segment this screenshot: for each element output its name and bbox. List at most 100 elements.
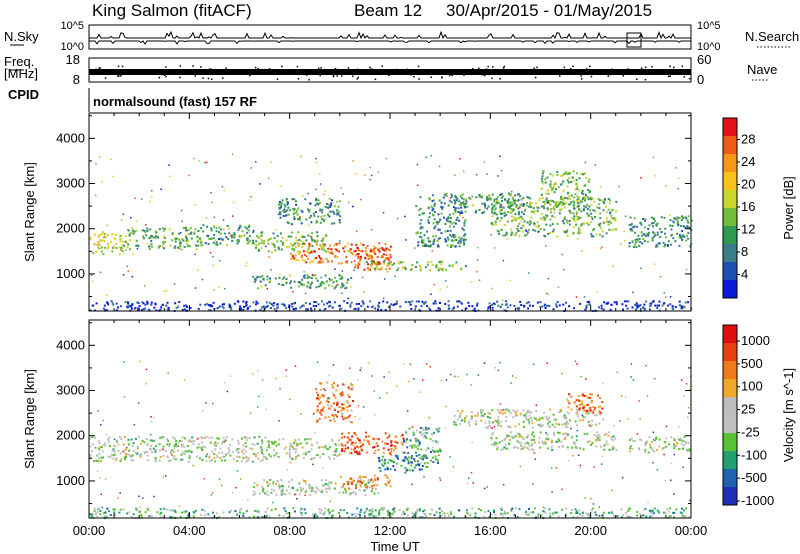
freq-label: Freq. xyxy=(4,54,34,69)
nave-tick-top: 60 xyxy=(697,52,711,67)
nsky-label: N.Sky xyxy=(4,29,39,44)
colorbar-swatch xyxy=(723,280,737,298)
colorbar-swatch xyxy=(723,154,737,172)
nsky-tick-bottom: 10^0 xyxy=(60,41,84,53)
colorbar-swatch xyxy=(723,379,737,397)
x-tick-label: 16:00 xyxy=(474,523,507,538)
power-ylabel: Slant Range [km] xyxy=(22,162,37,262)
data-region xyxy=(277,197,342,226)
x-tick-label: 04:00 xyxy=(173,523,206,538)
data-region xyxy=(339,474,392,490)
data-region xyxy=(252,231,328,254)
power-axis: 1000 2000 3000 4000 xyxy=(56,115,691,298)
colorbar-tick-label: 12 xyxy=(741,222,755,237)
colorbar-label: Power [dB] xyxy=(781,176,796,240)
colorbar-tick-label: 20 xyxy=(741,177,755,192)
data-region xyxy=(629,435,692,454)
colorbar-tick-label: 16 xyxy=(741,199,755,214)
data-region xyxy=(402,426,442,465)
velocity-scatter xyxy=(89,360,693,520)
x-tick-label: 12:00 xyxy=(374,523,407,538)
x-tick-label: 00:00 xyxy=(675,523,708,538)
freq-tick-top: 18 xyxy=(66,52,80,67)
data-region xyxy=(290,242,392,265)
freq-unit-label: [MHz] xyxy=(4,66,38,81)
x-tick-label: 20:00 xyxy=(574,523,607,538)
colorbar-swatch xyxy=(723,361,737,379)
data-region xyxy=(265,438,342,461)
freq-trace xyxy=(89,65,691,81)
colorbar-swatch xyxy=(723,433,737,451)
y-tick-label: 2000 xyxy=(56,221,85,236)
nsky-panel: N.Sky 10^5 10^0 10^5 10^0 N.Search xyxy=(4,20,799,53)
nsearch-label: N.Search xyxy=(745,29,799,44)
beam-label: Beam 12 xyxy=(354,1,422,20)
x-tick-label: 08:00 xyxy=(273,523,306,538)
y-tick-label: 1000 xyxy=(56,473,85,488)
colorbar-tick-label: -100 xyxy=(741,447,767,462)
colorbar-swatch xyxy=(723,415,737,433)
colorbar-swatch xyxy=(723,136,737,154)
nsky-tick-top: 10^5 xyxy=(60,20,84,32)
y-tick-label: 1000 xyxy=(56,266,85,281)
colorbar-tick-label: 28 xyxy=(741,132,755,147)
colorbar-swatch xyxy=(723,487,737,505)
power-panel: 1000 2000 3000 4000 Slant Range [km] 4 8 12 16… xyxy=(22,112,796,313)
data-region xyxy=(252,274,353,290)
power-frame xyxy=(88,112,692,312)
y-tick-label: 4000 xyxy=(56,130,85,145)
colorbar-swatch xyxy=(723,325,737,343)
data-region xyxy=(89,300,693,313)
station-title: King Salmon (fitACF) xyxy=(92,1,252,20)
velocity-ylabel: Slant Range [km] xyxy=(22,369,37,469)
colorbar-tick-label: 100 xyxy=(741,379,763,394)
colorbar-tick-label: 500 xyxy=(741,356,763,371)
colorbar-swatch xyxy=(723,244,737,262)
data-region xyxy=(127,226,204,251)
colorbar-swatch xyxy=(723,226,737,244)
nsearch-tick-bottom: 10^0 xyxy=(697,41,721,53)
y-tick-label: 3000 xyxy=(56,176,85,191)
colorbar-swatch xyxy=(723,343,737,361)
velocity-colorbar: 1000 500 100 25 -25 -100 -500 -1000 Velocity [m … xyxy=(722,324,796,508)
data-region xyxy=(340,431,405,456)
mode-text: normalsound (fast) 157 RF xyxy=(93,94,257,109)
colorbar-tick-label: -25 xyxy=(741,424,760,439)
colorbar-tick-label: 4 xyxy=(741,267,748,282)
colorbar-tick-label: -1000 xyxy=(741,493,774,508)
colorbar-label: Velocity [m s^-1] xyxy=(781,368,796,462)
colorbar-swatch xyxy=(723,262,737,280)
velocity-panel: 1000 2000 3000 4000 Slant Range [km] 1000 50… xyxy=(22,319,796,520)
date-range: 30/Apr/2015 - 01/May/2015 xyxy=(446,1,652,20)
data-region xyxy=(415,192,467,248)
colorbar-tick-label: -500 xyxy=(741,470,767,485)
colorbar-tick-label: 8 xyxy=(741,244,748,259)
data-region xyxy=(365,260,467,272)
data-region xyxy=(315,381,355,424)
data-region xyxy=(490,431,618,452)
time-axis: 00:00 04:00 08:00 12:00 16:00 20:00 00:00 xyxy=(73,113,708,538)
colorbar-swatch xyxy=(723,451,737,469)
data-region xyxy=(252,478,380,497)
colorbar-swatch xyxy=(723,190,737,208)
y-tick-label: 2000 xyxy=(56,428,85,443)
colorbar-swatch xyxy=(723,469,737,487)
colorbar-swatch xyxy=(723,172,737,190)
x-tick-label: 00:00 xyxy=(73,523,106,538)
data-region xyxy=(490,197,618,238)
data-region xyxy=(453,408,605,429)
colorbar-tick-label: 25 xyxy=(741,402,755,417)
freq-panel: Freq. [MHz] 18 8 60 0 Nave xyxy=(4,52,777,87)
xlabel: Time UT xyxy=(370,539,419,554)
nave-tick-bottom: 0 xyxy=(697,72,704,87)
colorbar-swatch xyxy=(723,397,737,415)
noise-scatter xyxy=(96,360,693,509)
cpid-label: CPID xyxy=(8,87,39,102)
y-tick-label: 3000 xyxy=(56,383,85,398)
nsearch-tick-top: 10^5 xyxy=(697,20,721,32)
data-region xyxy=(89,435,267,463)
colorbar-tick-label: 1000 xyxy=(741,333,770,348)
nave-label: Nave xyxy=(747,62,777,77)
nsky-trace xyxy=(89,30,691,48)
